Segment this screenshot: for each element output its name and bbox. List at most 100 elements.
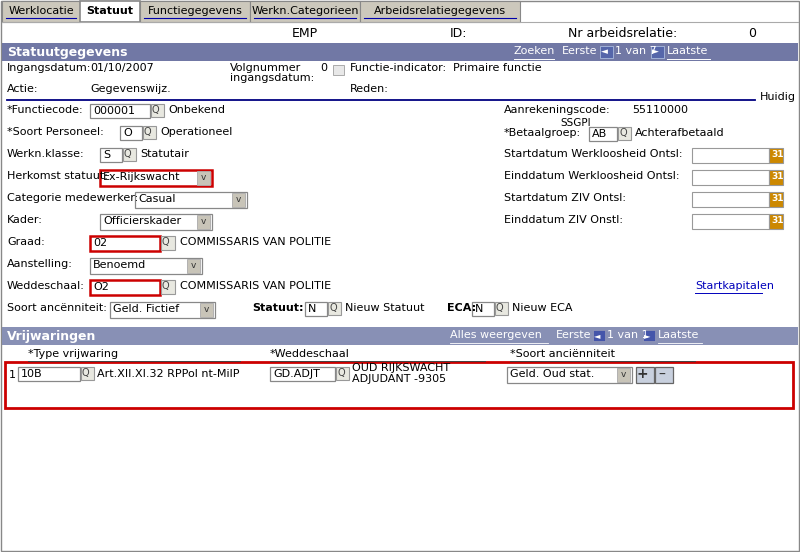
Text: Ingangsdatum:: Ingangsdatum:	[7, 63, 91, 73]
Text: 31: 31	[771, 172, 783, 181]
Text: 1 van 7: 1 van 7	[615, 46, 657, 56]
Text: v: v	[201, 217, 206, 226]
Text: Primaire functie: Primaire functie	[453, 63, 542, 73]
Text: Geld. Fictief: Geld. Fictief	[113, 304, 179, 314]
Text: Startdatum Werkloosheid Ontsl:: Startdatum Werkloosheid Ontsl:	[504, 149, 682, 159]
Text: Volgnummer: Volgnummer	[230, 63, 302, 73]
Bar	[161, 280, 175, 294]
Text: Herkomst statuut:: Herkomst statuut:	[7, 171, 108, 181]
Text: Geld. Oud stat.: Geld. Oud stat.	[510, 369, 594, 379]
Text: Casual: Casual	[138, 194, 175, 204]
Text: Q: Q	[329, 303, 337, 313]
Text: Q: Q	[144, 127, 152, 137]
Bar	[636, 367, 654, 383]
Text: Statuutgegevens: Statuutgegevens	[7, 46, 127, 59]
Bar	[593, 330, 605, 341]
Text: Q: Q	[496, 303, 504, 313]
Bar	[100, 148, 122, 162]
Bar	[110, 302, 215, 318]
Text: –: –	[658, 368, 665, 382]
Text: EMP: EMP	[292, 27, 318, 40]
Text: v: v	[621, 370, 626, 379]
Text: Q: Q	[337, 368, 345, 378]
Bar	[617, 368, 630, 382]
Text: Functie-indicator:: Functie-indicator:	[350, 63, 447, 73]
Text: AB: AB	[592, 129, 607, 139]
Bar	[100, 214, 212, 230]
Bar	[360, 1, 520, 22]
Text: Startdatum ZIV Ontsl:: Startdatum ZIV Ontsl:	[504, 193, 626, 203]
Text: Statuut:: Statuut:	[252, 303, 303, 313]
Text: *Soort Personeel:: *Soort Personeel:	[7, 127, 104, 137]
Text: Q: Q	[124, 149, 132, 159]
Text: Actie:: Actie:	[7, 84, 38, 94]
Text: Aanrekeningscode:: Aanrekeningscode:	[504, 105, 610, 115]
Bar	[507, 367, 632, 383]
Bar	[123, 148, 136, 161]
Bar	[769, 192, 783, 207]
Text: O2: O2	[93, 282, 109, 292]
Text: Art.XII.XI.32 RPPol nt-MilP: Art.XII.XI.32 RPPol nt-MilP	[97, 369, 239, 379]
Text: Benoemd: Benoemd	[93, 260, 146, 270]
Text: Eerste: Eerste	[556, 330, 591, 340]
Text: Statuut: Statuut	[86, 6, 134, 16]
Bar	[81, 367, 94, 380]
Bar	[5, 362, 793, 408]
Text: 02: 02	[93, 238, 107, 248]
Bar	[80, 1, 140, 22]
Text: Kader:: Kader:	[7, 215, 43, 225]
Bar	[151, 104, 164, 117]
Bar	[143, 126, 156, 139]
Text: 31: 31	[771, 194, 783, 203]
Text: Eerste: Eerste	[562, 46, 598, 56]
Text: Alles weergeven: Alles weergeven	[450, 330, 542, 340]
Text: Laatste: Laatste	[658, 330, 699, 340]
Text: 10B: 10B	[21, 369, 42, 379]
Text: N: N	[475, 304, 483, 314]
Bar	[655, 367, 673, 383]
Bar	[305, 302, 327, 316]
Bar	[2, 43, 798, 61]
Text: Huidig: Huidig	[760, 92, 796, 102]
Text: Q: Q	[619, 128, 626, 138]
Bar	[472, 302, 494, 316]
Bar	[100, 170, 212, 186]
Bar	[90, 258, 202, 274]
Bar	[90, 280, 160, 295]
Text: 31: 31	[771, 216, 783, 225]
Text: ID:: ID:	[450, 27, 467, 40]
Bar	[600, 46, 613, 58]
Text: *Soort anciënniteit: *Soort anciënniteit	[510, 349, 615, 359]
Bar	[135, 192, 247, 208]
Bar	[769, 170, 783, 185]
Text: ingangsdatum:: ingangsdatum:	[230, 73, 314, 83]
Text: 0: 0	[320, 63, 327, 73]
Text: *Functiecode:: *Functiecode:	[7, 105, 84, 115]
Bar	[495, 302, 508, 315]
Bar	[643, 330, 655, 341]
Text: Weddeschaal:: Weddeschaal:	[7, 281, 85, 291]
Text: ◄: ◄	[601, 47, 608, 56]
Text: Onbekend: Onbekend	[168, 105, 225, 115]
Text: v: v	[236, 195, 242, 204]
Bar	[2, 1, 80, 22]
Text: SSGPI: SSGPI	[560, 118, 590, 128]
Text: ADJUDANT -9305: ADJUDANT -9305	[352, 374, 446, 384]
Text: Startkapitalen: Startkapitalen	[695, 281, 774, 291]
Text: v: v	[201, 173, 206, 182]
Text: Aanstelling:: Aanstelling:	[7, 259, 73, 269]
Bar	[270, 367, 335, 381]
Bar	[161, 236, 175, 250]
Bar	[692, 192, 769, 207]
Text: *Betaalgroep:: *Betaalgroep:	[504, 128, 581, 138]
Text: 55110000: 55110000	[632, 105, 688, 115]
Bar	[18, 367, 80, 381]
Text: Laatste: Laatste	[667, 46, 708, 56]
Text: Graad:: Graad:	[7, 237, 45, 247]
Text: Arbeidsrelatiegegevens: Arbeidsrelatiegegevens	[374, 6, 506, 16]
Text: Werkn.klasse:: Werkn.klasse:	[7, 149, 85, 159]
Text: v: v	[204, 305, 210, 314]
Text: Q: Q	[82, 368, 90, 378]
Text: 1: 1	[9, 370, 16, 380]
Text: Vrijwaringen: Vrijwaringen	[7, 330, 96, 343]
